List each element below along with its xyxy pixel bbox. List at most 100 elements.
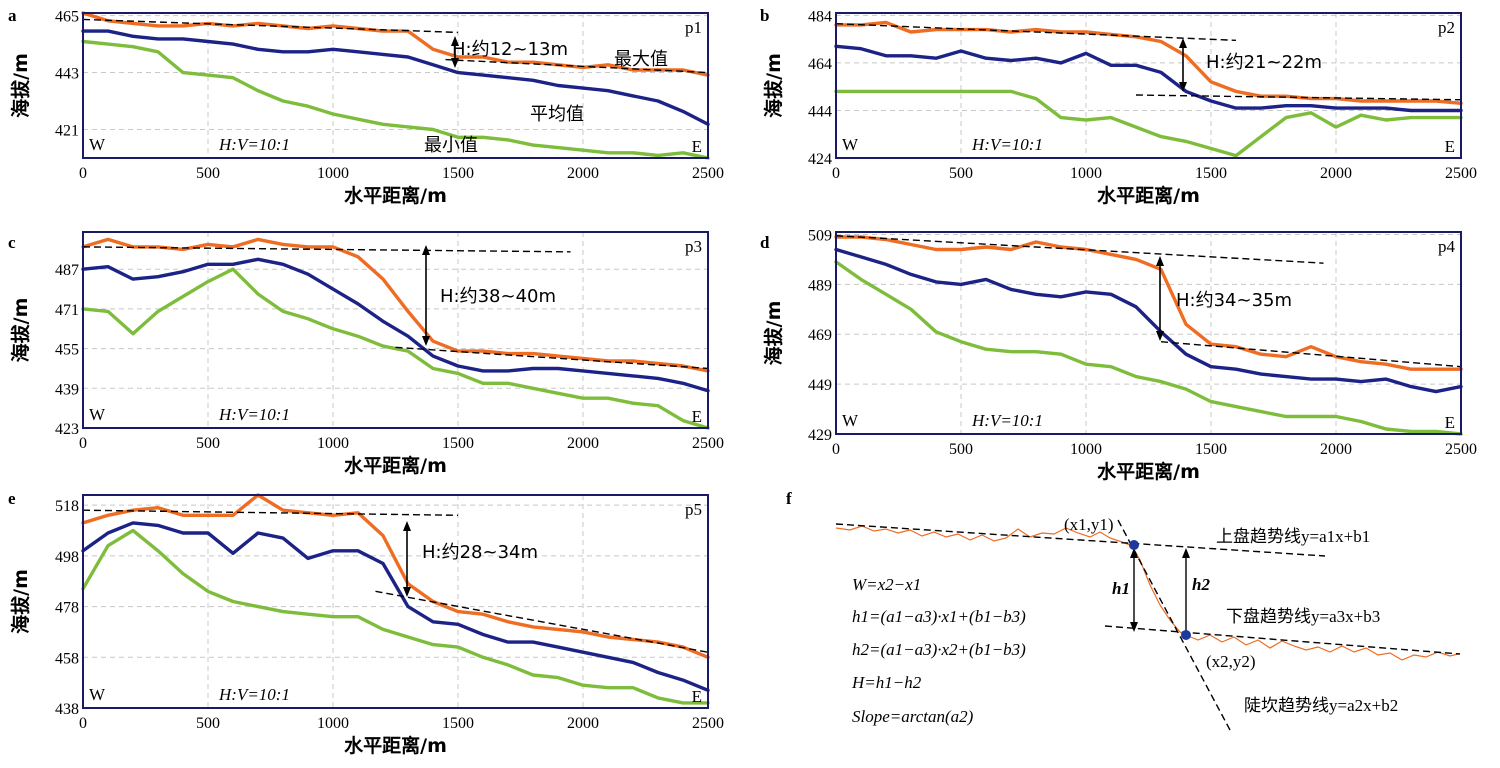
trendline-upper [82, 509, 459, 516]
height-arrowhead-top [1156, 256, 1164, 266]
x-tick-label: 0 [832, 165, 840, 182]
height-arrowhead-top [403, 521, 411, 531]
trendline-lower [1135, 94, 1462, 101]
ratio-label: H:V=10:1 [971, 411, 1043, 430]
x-tick-label: 0 [832, 441, 840, 458]
west-label: W [89, 405, 106, 424]
trendline-lower [395, 346, 709, 370]
f-point-1-label: (x1,y1) [1064, 515, 1114, 534]
x-tick-label: 2500 [692, 165, 724, 182]
height-arrowhead-bottom [1179, 82, 1187, 92]
ratio-label: H:V=10:1 [218, 135, 290, 154]
x-tick-label: 500 [196, 715, 220, 732]
plot-frame [82, 231, 709, 429]
y-tick-label: 464 [808, 56, 832, 73]
f-h1-label: h1 [1112, 579, 1130, 598]
plot-frame [835, 12, 1462, 159]
series-mean [834, 44, 1463, 113]
height-arrowhead-bottom [451, 58, 459, 68]
series-min [834, 260, 1463, 436]
y-tick-label: 423 [55, 421, 79, 438]
legend-label-min: 最小值 [424, 135, 478, 156]
y-axis-label: 海拔/m [9, 53, 32, 118]
x-tick-label: 2000 [567, 715, 599, 732]
x-tick-label: 0 [79, 435, 87, 452]
y-tick-label: 429 [808, 427, 832, 444]
f-profile-curve [835, 525, 1459, 661]
trendline-lower [1160, 341, 1462, 368]
x-axis-label: 水平距离/m [344, 454, 447, 477]
y-tick-label: 498 [55, 549, 79, 566]
chart-p4: 0 500 1000 1500 2000 2500 509 489 469 449 429 水平距离/… [762, 227, 1477, 483]
y-tick-label: 443 [55, 66, 79, 83]
west-label: W [842, 135, 859, 154]
series-mean [81, 257, 710, 393]
y-axis-label: 海拔/m [9, 569, 32, 634]
x-tick-label: 1500 [1195, 441, 1227, 458]
f-h1-arrowhead-bottom [1130, 622, 1138, 632]
diagram-f: (x1,y1) (x2,y2) h1 h2 上盘趋势线y=a1x+b1 下盘趋势… [835, 515, 1461, 731]
x-tick-label: 0 [79, 715, 87, 732]
height-arrowhead-bottom [422, 336, 430, 346]
f-formula-5: Slope=arctan(a2) [852, 707, 974, 726]
east-label: E [692, 137, 702, 156]
x-tick-label: 1000 [317, 715, 349, 732]
plot-frame [82, 12, 709, 159]
legend-label-mean: 平均值 [530, 104, 584, 125]
f-point-2-label: (x2,y2) [1206, 652, 1256, 671]
f-lower-trendline [1104, 625, 1461, 655]
x-tick-label: 2000 [567, 435, 599, 452]
plot-frame [82, 494, 709, 709]
west-label: W [89, 135, 106, 154]
panel-letter-d: d [760, 233, 770, 252]
x-tick-label: 2000 [1320, 441, 1352, 458]
y-tick-label: 449 [808, 377, 832, 394]
height-annotation: H:约21~22m [1206, 52, 1322, 73]
f-formula-4: H=h1−h2 [851, 673, 922, 692]
east-label: E [692, 687, 702, 706]
f-h1-arrowhead-top [1130, 548, 1138, 558]
series-min [834, 89, 1463, 158]
x-tick-label: 1000 [317, 165, 349, 182]
x-tick-label: 1500 [442, 715, 474, 732]
x-tick-label: 1500 [442, 165, 474, 182]
y-tick-label: 421 [55, 123, 79, 140]
east-label: E [1445, 137, 1455, 156]
x-tick-label: 500 [949, 165, 973, 182]
f-h2-label: h2 [1192, 575, 1210, 594]
series-mean [81, 29, 710, 127]
f-scarp-trend-label: 陡坎趋势线y=a2x+b2 [1244, 696, 1398, 715]
x-tick-label: 1000 [1070, 165, 1102, 182]
panel-letter-b: b [760, 6, 769, 25]
x-tick-label: 1500 [442, 435, 474, 452]
profile-label: p2 [1438, 18, 1455, 37]
height-arrowhead-bottom [403, 587, 411, 597]
x-tick-label: 0 [79, 165, 87, 182]
series-max [81, 237, 710, 373]
f-formula-2: h1=(a1−a3)·x1+(b1−b3) [852, 607, 1026, 626]
series-min [81, 528, 710, 705]
x-axis-label: 水平距离/m [344, 184, 447, 207]
chart-p2: 0 500 1000 1500 2000 2500 484 464 444 424 水平距离/m 海拔… [762, 8, 1477, 207]
x-tick-label: 1500 [1195, 165, 1227, 182]
panel-letter-f: f [786, 489, 792, 508]
trendline-upper [835, 235, 1324, 264]
y-tick-label: 471 [55, 302, 79, 319]
f-lower-trend-label: 下盘趋势线y=a3x+b3 [1226, 607, 1380, 626]
f-formula-1: W=x2−x1 [852, 575, 921, 594]
ratio-label: H:V=10:1 [971, 135, 1043, 154]
x-tick-label: 2500 [692, 435, 724, 452]
height-annotation: H:约34~35m [1176, 290, 1292, 311]
panel-letter-e: e [8, 489, 16, 508]
y-tick-label: 518 [55, 498, 79, 515]
x-axis-label: 水平距离/m [1097, 184, 1200, 207]
x-axis-label: 水平距离/m [344, 734, 447, 757]
east-label: E [692, 407, 702, 426]
x-tick-label: 2000 [567, 165, 599, 182]
profile-label: p1 [685, 18, 702, 37]
series-max [834, 20, 1463, 106]
x-tick-label: 1000 [1070, 441, 1102, 458]
chart-p5: 0 500 1000 1500 2000 2500 518 498 478 458 438 水平距离/… [9, 493, 724, 757]
series-max [81, 493, 710, 659]
west-label: W [89, 685, 106, 704]
